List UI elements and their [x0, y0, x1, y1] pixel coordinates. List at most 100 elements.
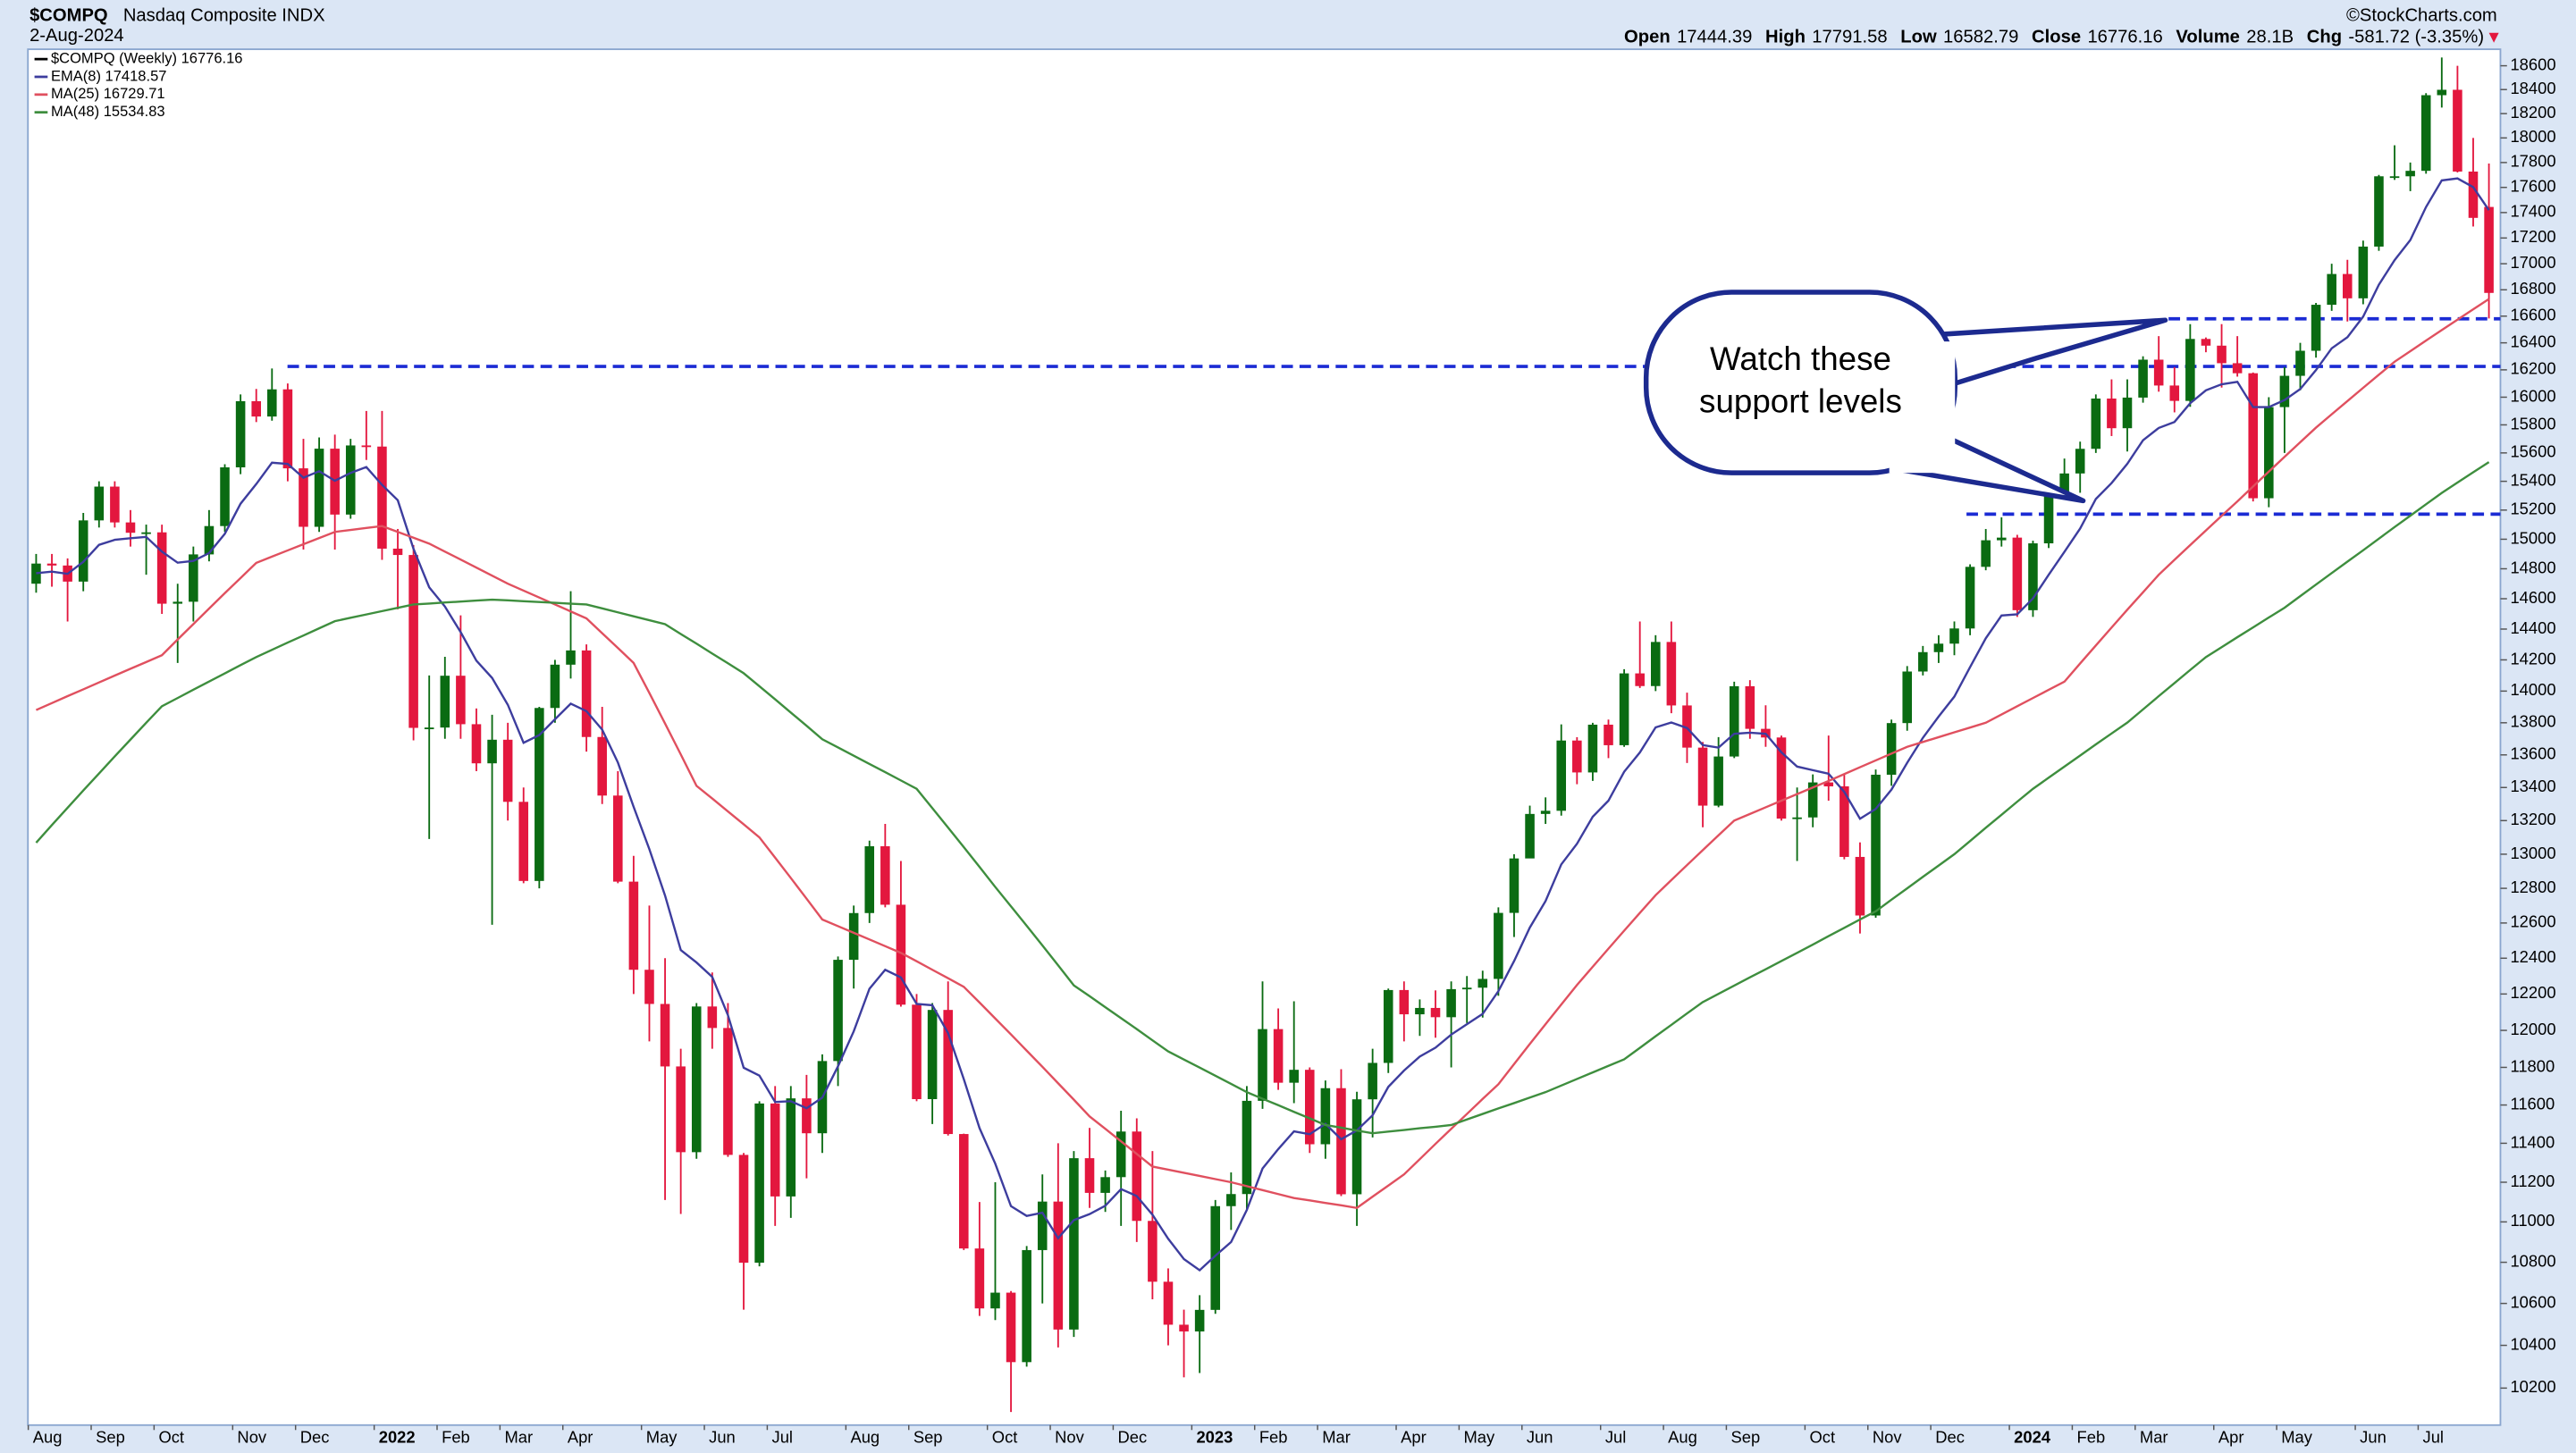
candle-body [990, 1292, 1000, 1309]
candle-body [1305, 1070, 1315, 1145]
candle-body [1226, 1194, 1236, 1206]
candle-body [2201, 339, 2211, 346]
x-tick-label: Dec [300, 1427, 330, 1446]
y-tick-label: 13600 [2510, 744, 2555, 763]
y-tick-label: 11200 [2510, 1172, 2555, 1190]
candle-body [267, 389, 277, 417]
summary-label: Close [2032, 28, 2081, 47]
candle-body [1242, 1100, 1252, 1195]
plot-area [27, 48, 2502, 1426]
candle-body [2311, 305, 2321, 351]
y-tick-label: 18000 [2510, 127, 2555, 146]
y-tick-label: 16600 [2510, 306, 2555, 324]
candle-body [1053, 1201, 1064, 1330]
y-tick-label: 17200 [2510, 227, 2555, 246]
candle-body [392, 548, 403, 556]
candle-body [424, 727, 434, 730]
y-tick-label: 13200 [2510, 810, 2555, 828]
candle-body [1069, 1158, 1079, 1330]
candle-body [1446, 988, 1456, 1018]
y-tick-label: 15600 [2510, 442, 2555, 461]
moving-average-line [35, 461, 2490, 1135]
candle-body [566, 650, 576, 665]
candle-body [2484, 206, 2494, 293]
candle-body [1084, 1158, 1095, 1193]
plot: 10200 10400 10600 10800 11000 11200 11400 11600… [27, 50, 2556, 1446]
x-tick-label: Apr [2218, 1427, 2244, 1446]
candle-body [2217, 345, 2227, 364]
candle-body [1006, 1292, 1016, 1363]
y-tick-label: 18600 [2510, 55, 2555, 73]
candle-body [1697, 747, 1708, 806]
candle-body [1933, 643, 1944, 652]
candle-body [78, 520, 88, 582]
candle-body [974, 1248, 985, 1309]
candle-body [1651, 642, 1661, 686]
candle-body [1461, 987, 1472, 990]
y-tick-label: 14000 [2510, 680, 2555, 699]
candle-body [1556, 740, 1567, 811]
summary-value: 17444.39 [1677, 28, 1752, 47]
candle-body [314, 449, 324, 527]
chart-title: $COMPQ [29, 6, 108, 26]
candle-body [2185, 339, 2195, 401]
y-tick-label: 10400 [2510, 1334, 2555, 1353]
x-tick-label: Oct [1810, 1427, 1836, 1446]
candle-body [1792, 817, 1802, 819]
candle-body [1115, 1131, 1126, 1178]
callout-text: Watch these [1710, 340, 1891, 377]
summary-label: Open [1624, 28, 1671, 47]
candle-body [1855, 856, 1865, 916]
y-tick-label: 14600 [2510, 588, 2555, 607]
x-tick-label: Mar [504, 1427, 533, 1446]
candle-body [912, 1004, 922, 1099]
x-tick-label: Oct [992, 1427, 1018, 1446]
candle-body [959, 1134, 969, 1249]
candle-body [2279, 375, 2290, 407]
x-tick-label: Jul [2423, 1427, 2444, 1446]
x-tick-label: Aug [1668, 1427, 1697, 1446]
candle-body [156, 532, 167, 604]
candle-body [204, 525, 215, 555]
candle-body [46, 563, 57, 566]
y-tick-label: 14400 [2510, 618, 2555, 637]
candle-body [581, 650, 592, 737]
candle-body [1258, 1029, 1267, 1101]
candle-body [1415, 1007, 1425, 1015]
candle-body [1918, 651, 1928, 672]
candle-body [1132, 1131, 1142, 1222]
candle-body [770, 1103, 780, 1197]
candle-body [597, 736, 607, 796]
candle-body [1399, 989, 1410, 1015]
candle-body [1037, 1201, 1048, 1250]
candle-body [1100, 1177, 1110, 1193]
callout: Watch these support levels [1643, 290, 2168, 504]
candle-body [738, 1155, 749, 1264]
y-tick-label: 15000 [2510, 528, 2555, 547]
chart-subtitle: Nasdaq Composite INDX [123, 6, 325, 26]
candle-body [2420, 95, 2431, 172]
candle-body [2389, 176, 2400, 179]
candle-body [1981, 540, 1991, 567]
moving-average-line [36, 177, 2490, 1272]
y-tick-label: 13400 [2510, 777, 2555, 795]
candle-body [2358, 246, 2369, 298]
candle-body [613, 795, 623, 882]
candle-body [2138, 359, 2148, 398]
candle-body [2374, 176, 2384, 247]
candle-body [408, 555, 418, 728]
y-tick-label: 10600 [2510, 1292, 2555, 1311]
summary-value: 16582.79 [1943, 28, 2018, 47]
x-tick-label: Nov [1873, 1427, 1902, 1446]
candle-body [1587, 724, 1598, 773]
candle-body [723, 1028, 733, 1155]
candle-body [754, 1103, 764, 1264]
candle-body [676, 1066, 686, 1153]
candle-body [2405, 171, 2415, 177]
candle-body [1965, 567, 1975, 629]
candle-body [1194, 1309, 1205, 1331]
y-tick-label: 18400 [2510, 79, 2555, 97]
x-tick-label: Dec [1118, 1427, 1148, 1446]
x-tick-label: 2022 [379, 1427, 416, 1446]
